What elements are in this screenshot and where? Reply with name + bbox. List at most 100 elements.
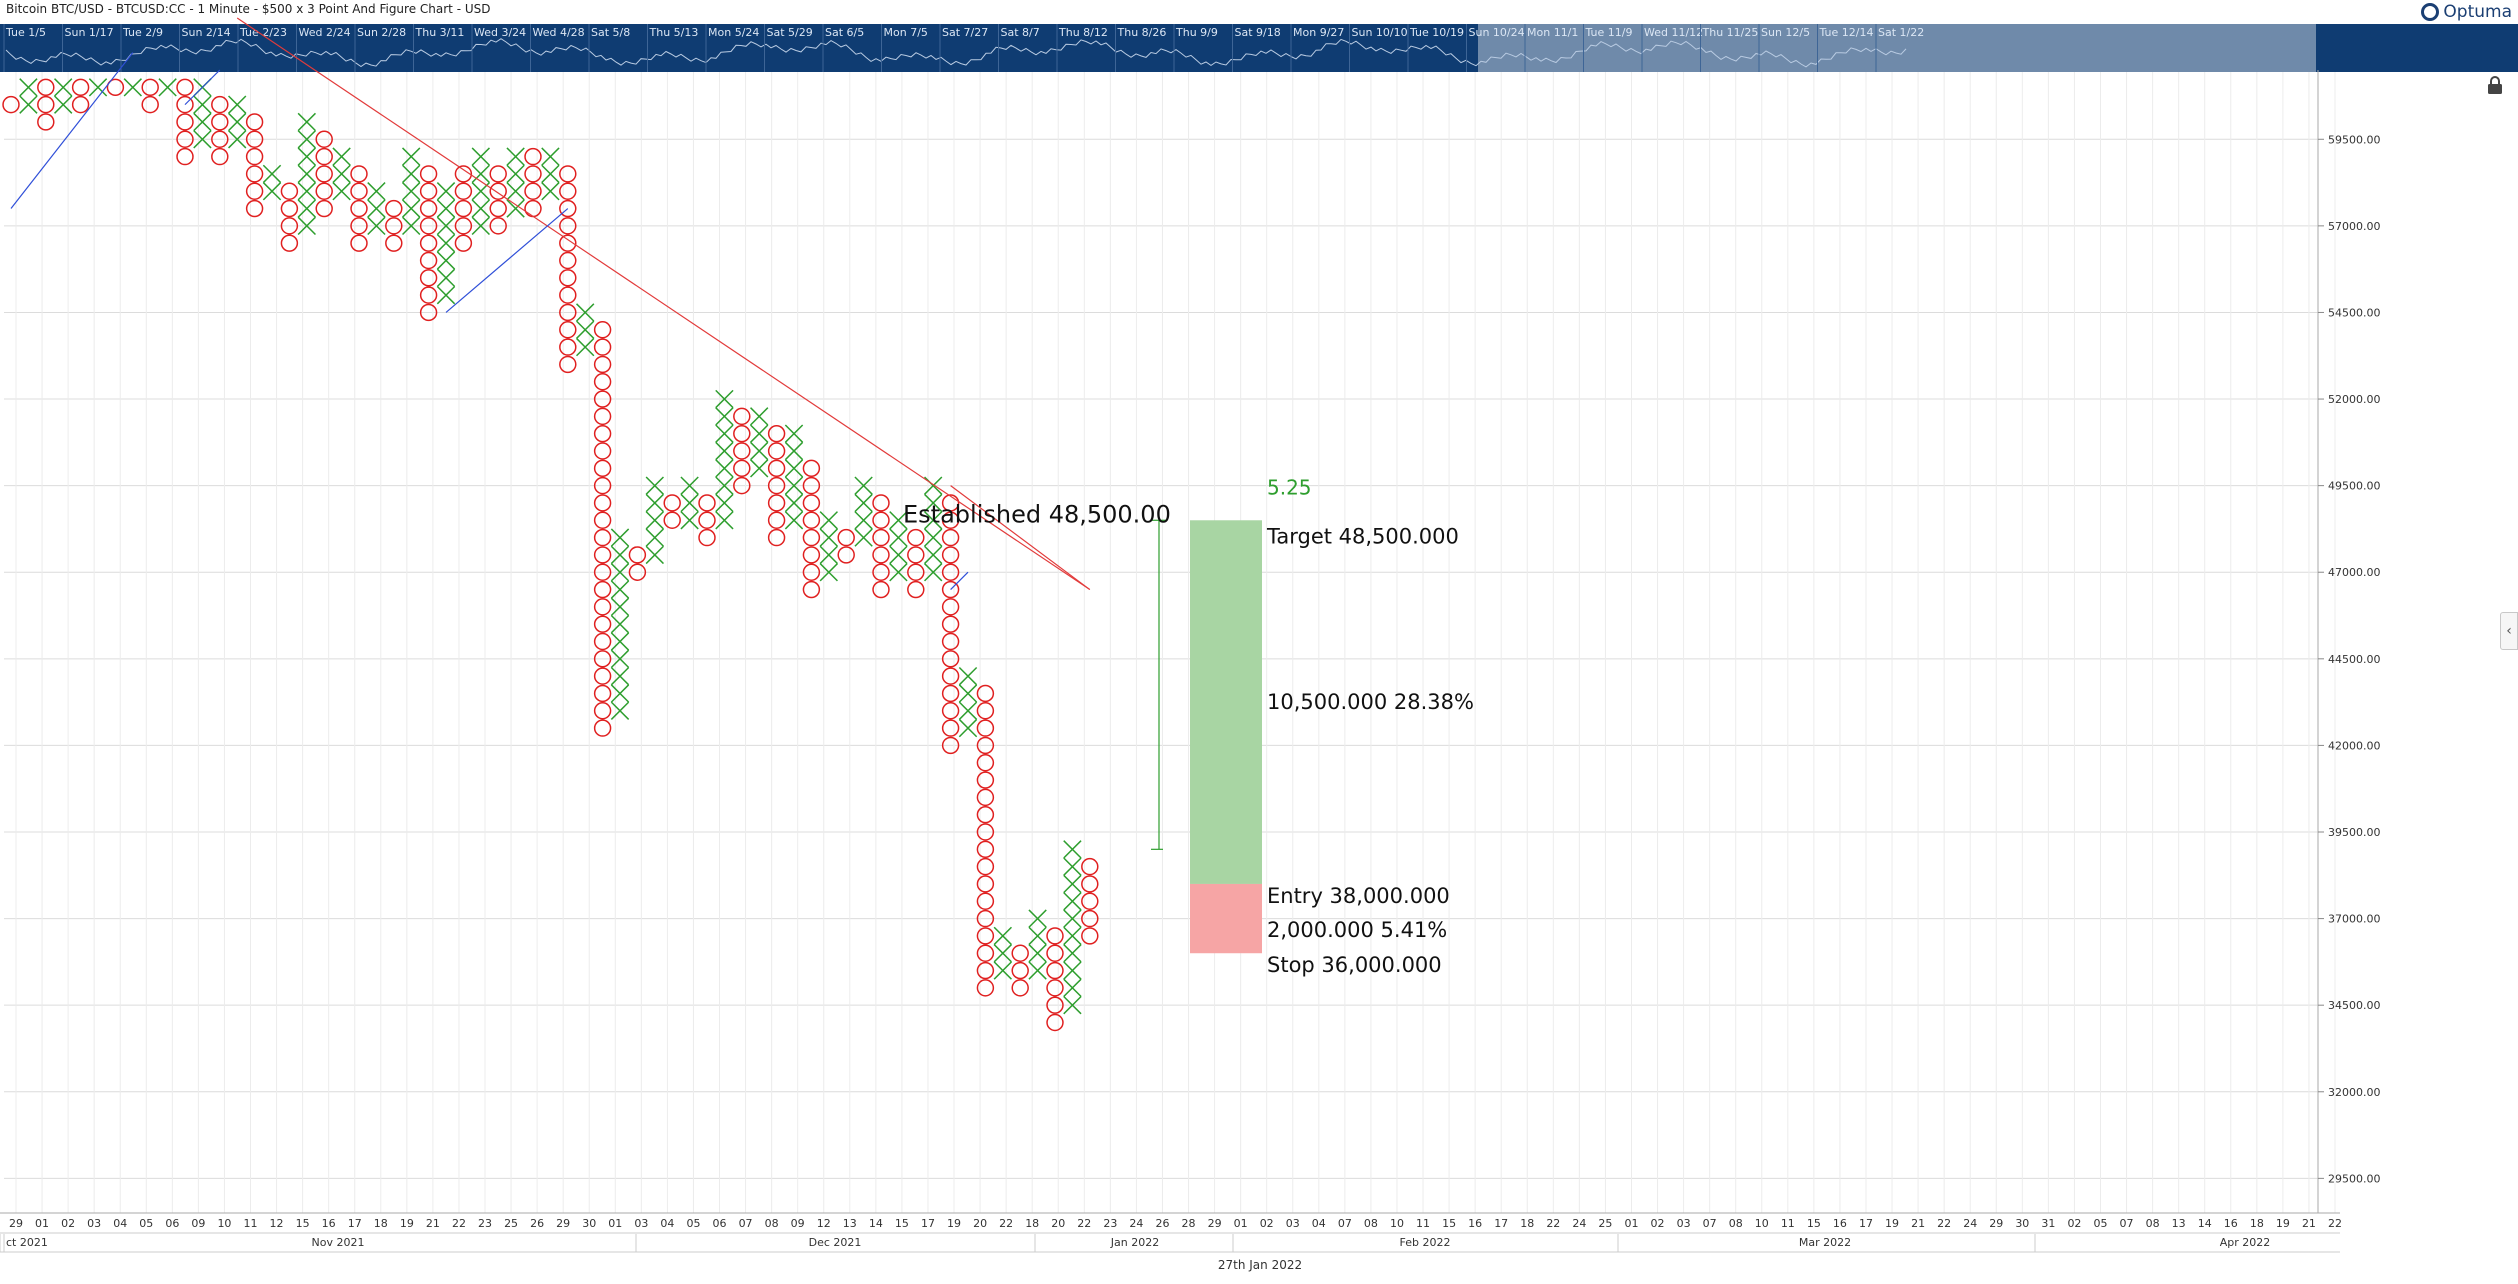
x-stroke [367, 216, 386, 236]
o-mark [941, 494, 960, 512]
o-mark [976, 944, 995, 962]
x-stroke [784, 511, 804, 530]
collapse-panel-icon[interactable]: ‹ [2500, 612, 2518, 650]
x-stroke [715, 476, 734, 495]
x-stroke [471, 216, 490, 236]
x-mark [471, 147, 490, 166]
o-mark [802, 476, 821, 495]
x-stroke [436, 285, 456, 305]
o-mark [872, 528, 890, 547]
x-tick-label: 16 [1468, 1217, 1482, 1230]
y-tick-label: 44500.00 [2328, 653, 2381, 666]
navigator-label: Sat 5/29 [767, 26, 813, 39]
x-stroke [610, 701, 630, 720]
x-stroke [193, 130, 212, 149]
x-mark [228, 130, 247, 149]
o-mark [593, 546, 612, 564]
x-tick-label: 11 [244, 1217, 258, 1230]
x-mark [297, 216, 316, 236]
x-mark [576, 303, 595, 322]
x-tick-label: 21 [2302, 1217, 2316, 1230]
navigator-label: Wed 3/24 [474, 26, 526, 39]
o-mark [872, 563, 890, 581]
x-mark [854, 476, 873, 495]
navigator-label: Sun 12/5 [1761, 26, 1810, 39]
o-mark [802, 563, 821, 581]
o-mark [593, 390, 612, 408]
x-stroke [88, 78, 108, 97]
x-stroke [1028, 944, 1047, 963]
x-stroke [750, 459, 769, 478]
o-mark [976, 736, 995, 755]
x-stroke [715, 511, 734, 530]
o-mark [976, 857, 995, 876]
lock-icon[interactable] [2484, 74, 2506, 96]
x-stroke [436, 182, 456, 201]
o-mark [837, 546, 855, 564]
x-mark [645, 511, 664, 530]
x-tick-label: 15 [1807, 1217, 1821, 1230]
x-mark [680, 476, 699, 495]
o-mark [1046, 944, 1064, 962]
x-mark [610, 649, 630, 669]
x-mark [854, 511, 873, 530]
x-stroke [924, 528, 943, 547]
target-label: Target 48,500.000 [1266, 524, 1459, 548]
count-label: 5.25 [1267, 475, 1312, 499]
x-tick-label: 29 [1208, 1217, 1222, 1230]
o-mark [1046, 979, 1064, 997]
x-stroke [889, 511, 908, 530]
x-stroke [610, 614, 630, 634]
x-mark [262, 182, 282, 201]
x-mark [506, 182, 525, 201]
x-stroke [367, 182, 386, 201]
o-mark [802, 546, 821, 564]
x-stroke [402, 199, 421, 218]
brand-logo[interactable]: Optuma [2421, 0, 2512, 24]
o-mark [907, 580, 925, 599]
y-tick-label: 29500.00 [2328, 1172, 2381, 1185]
x-stroke [784, 493, 804, 513]
x-stroke [297, 216, 316, 236]
o-mark [211, 147, 229, 166]
o-mark [419, 251, 438, 270]
x-stroke [924, 511, 943, 530]
x-tick-label: 10 [217, 1217, 231, 1230]
o-mark [524, 182, 542, 200]
x-tick-label: 07 [739, 1217, 753, 1230]
x-tick-label: 12 [270, 1217, 284, 1230]
x-tick-label: 11 [1416, 1217, 1430, 1230]
x-mark [19, 95, 38, 114]
x-mark [715, 389, 734, 409]
navigator-label: Sun 10/24 [1469, 26, 1525, 39]
x-mark [993, 944, 1012, 963]
x-tick-label: 10 [1390, 1217, 1404, 1230]
o-mark [941, 702, 960, 720]
x-mark [645, 476, 664, 495]
x-stroke [924, 563, 943, 582]
footer-date: 27th Jan 2022 [1218, 1258, 1302, 1272]
x-stroke [715, 424, 734, 443]
x-stroke [819, 511, 838, 530]
o-mark [1081, 892, 1099, 910]
o-mark [141, 95, 159, 114]
o-mark [976, 892, 995, 910]
x-stroke [1063, 857, 1082, 876]
x-mark [332, 182, 351, 201]
o-mark [593, 459, 612, 478]
o-mark [976, 684, 995, 703]
o-mark [872, 511, 890, 529]
o-mark [315, 165, 333, 183]
risk-label: 2,000.000 5.41% [1267, 918, 1447, 942]
brand-name: Optuma [2443, 2, 2512, 22]
x-tick-label: 26 [1155, 1217, 1169, 1230]
o-mark [419, 182, 438, 200]
x-mark [680, 493, 699, 513]
x-tick-label: 02 [1651, 1217, 1665, 1230]
o-mark [593, 424, 612, 443]
x-mark [715, 511, 734, 530]
o-mark [593, 528, 612, 547]
o-mark [941, 736, 960, 755]
x-stroke [262, 182, 282, 201]
